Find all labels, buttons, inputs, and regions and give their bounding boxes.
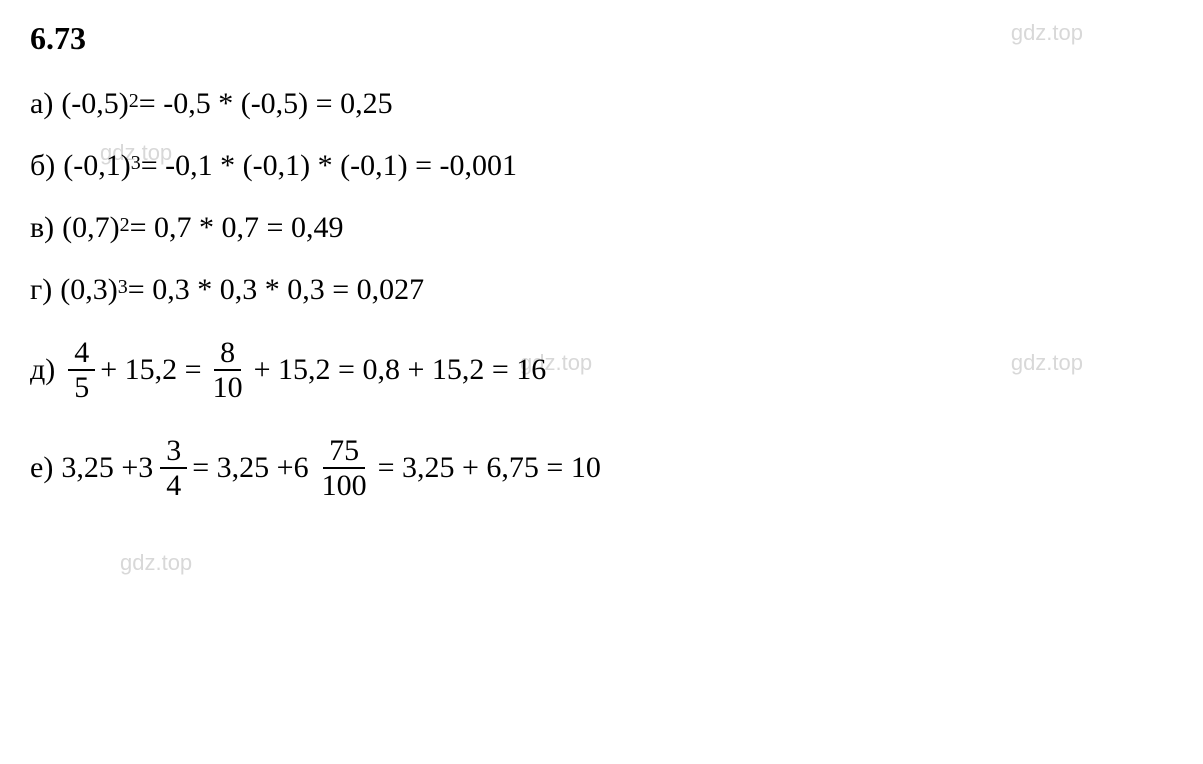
equation-exponent: 3 (118, 276, 128, 299)
equation-label: а) (30, 87, 53, 121)
fraction: 3 4 (160, 434, 187, 502)
mixed-number: 6 75 100 (294, 434, 378, 502)
equation-text: + 15,2 = (100, 353, 201, 387)
equation-exponent: 2 (120, 214, 130, 237)
equation-d: д) 4 5 + 15,2 = 8 10 + 15,2 = 0,8 + 15,2… (30, 335, 1173, 405)
equation-steps: = 0,3 * 0,3 * 0,3 = 0,027 (128, 273, 424, 307)
fraction-denominator: 5 (68, 371, 95, 404)
equation-base: (0,7) (62, 211, 119, 245)
fraction-numerator: 8 (214, 336, 241, 371)
equation-label: в) (30, 211, 54, 245)
mixed-whole: 6 (294, 451, 309, 485)
problem-number: 6.73 (30, 20, 1173, 57)
equation-g: г) (0,3)3 = 0,3 * 0,3 * 0,3 = 0,027 (30, 273, 1173, 307)
equation-v: в) (0,7)2 = 0,7 * 0,7 = 0,49 (30, 211, 1173, 245)
fraction-numerator: 75 (323, 434, 365, 469)
equation-steps: = -0,1 * (-0,1) * (-0,1) = -0,001 (141, 149, 517, 183)
equation-text: = 3,25 + (192, 451, 293, 485)
fraction: 75 100 (316, 434, 373, 502)
watermark-text: gdz.top (120, 550, 192, 576)
equation-text: + 15,2 = 0,8 + 15,2 = 16 (254, 353, 547, 387)
equation-text: 3,25 + (61, 451, 138, 485)
fraction-numerator: 4 (68, 336, 95, 371)
equation-steps: = 0,7 * 0,7 = 0,49 (130, 211, 344, 245)
fraction-denominator: 100 (316, 469, 373, 502)
mixed-number: 3 3 4 (138, 434, 192, 502)
equation-base: (-0,1) (63, 149, 130, 183)
equation-a: а) (-0,5)2 = -0,5 * (-0,5) = 0,25 (30, 87, 1173, 121)
fraction-numerator: 3 (160, 434, 187, 469)
mixed-whole: 3 (138, 451, 153, 485)
equation-label: г) (30, 273, 52, 307)
equation-exponent: 3 (131, 152, 141, 175)
fraction-denominator: 10 (207, 371, 249, 404)
fraction: 4 5 (68, 336, 95, 404)
equation-label: б) (30, 149, 55, 183)
equation-base: (0,3) (60, 273, 117, 307)
equation-base: (-0,5) (61, 87, 128, 121)
equation-label: д) (30, 353, 55, 387)
equation-steps: = -0,5 * (-0,5) = 0,25 (139, 87, 393, 121)
equation-label: е) (30, 451, 53, 485)
equation-b: б) (-0,1)3 = -0,1 * (-0,1) * (-0,1) = -0… (30, 149, 1173, 183)
fraction: 8 10 (207, 336, 249, 404)
equation-exponent: 2 (129, 90, 139, 113)
fraction-denominator: 4 (160, 469, 187, 502)
equation-e: е) 3,25 + 3 3 4 = 3,25 + 6 75 100 = 3,25… (30, 433, 1173, 503)
equation-text: = 3,25 + 6,75 = 10 (378, 451, 601, 485)
